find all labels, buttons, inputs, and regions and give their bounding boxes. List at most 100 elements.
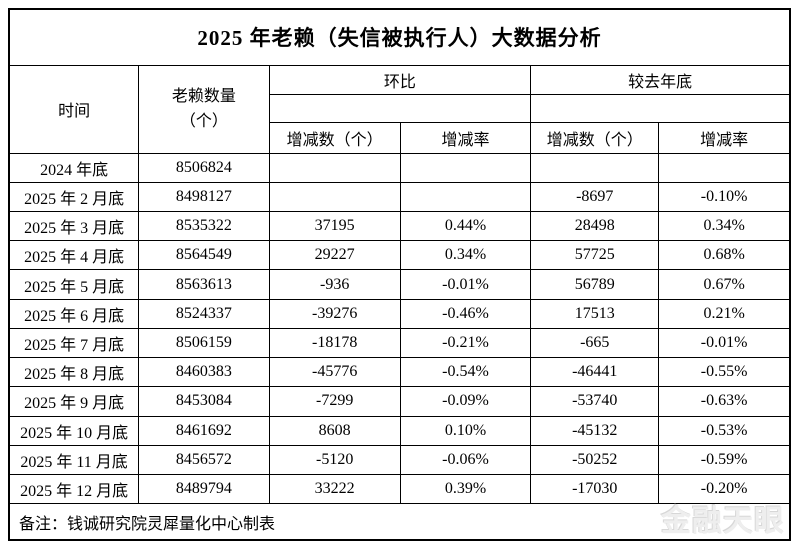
cell-ytd-change: 56789 <box>530 269 660 300</box>
cell-ytd-rate: -0.20% <box>658 473 791 505</box>
cell-ytd-change: 28498 <box>530 210 660 242</box>
data-table-figure: 2025 年老赖（失信被执行人）大数据分析 时间 老赖数量 （个） 环比 较去年… <box>8 8 791 541</box>
cell-ytd-change: 57725 <box>530 240 660 271</box>
cell-time: 2025 年 10 月底 <box>8 415 140 446</box>
cell-mom-rate: -0.06% <box>399 444 532 475</box>
cell-ytd-rate: 0.67% <box>658 269 791 300</box>
cell-count: 8564549 <box>138 240 270 271</box>
table-row: 2025 年 12 月底 8489794 33222 0.39% -17030 … <box>8 473 791 505</box>
cell-time: 2025 年 2 月底 <box>8 181 140 213</box>
header-time: 时间 <box>8 64 140 154</box>
cell-ytd-change: -45132 <box>530 415 660 446</box>
cell-ytd-change: -46441 <box>530 357 660 388</box>
analysis-table: 2025 年老赖（失信被执行人）大数据分析 时间 老赖数量 （个） 环比 较去年… <box>8 8 791 541</box>
cell-ytd-rate: -0.59% <box>658 444 791 475</box>
cell-mom-rate: 0.10% <box>399 415 532 446</box>
cell-mom-change: 29227 <box>268 240 401 271</box>
cell-time: 2025 年 5 月底 <box>8 269 140 300</box>
table-row: 2025 年 11 月底 8456572 -5120 -0.06% -50252… <box>8 444 791 475</box>
cell-mom-rate: -0.21% <box>399 327 532 359</box>
header-count: 老赖数量 （个） <box>138 64 270 154</box>
cell-ytd-change: -50252 <box>530 444 660 475</box>
cell-mom-change: 33222 <box>268 473 401 505</box>
cell-time: 2025 年 8 月底 <box>8 357 140 388</box>
cell-time: 2025 年 3 月底 <box>8 210 140 242</box>
cell-ytd-change: -17030 <box>530 473 660 505</box>
cell-mom-change: -45776 <box>268 357 401 388</box>
cell-ytd-change: 17513 <box>530 298 660 329</box>
cell-mom-rate: -0.01% <box>399 269 532 300</box>
cell-ytd-change <box>530 152 660 183</box>
cell-mom-change <box>268 152 401 183</box>
cell-time: 2025 年 4 月底 <box>8 240 140 271</box>
cell-count: 8456572 <box>138 444 270 475</box>
cell-count: 8524337 <box>138 298 270 329</box>
cell-mom-change <box>268 181 401 213</box>
cell-mom-change: -39276 <box>268 298 401 329</box>
header-count-line2: （个） <box>179 113 228 131</box>
note-row: 备注：钱诚研究院灵犀量化中心制表 <box>8 503 791 541</box>
cell-mom-rate: -0.46% <box>399 298 532 329</box>
cell-time: 2025 年 11 月底 <box>8 444 140 475</box>
header-mom-rate: 增减率 <box>399 122 532 154</box>
cell-count: 8461692 <box>138 415 270 446</box>
table-row: 2025 年 4 月底 8564549 29227 0.34% 57725 0.… <box>8 240 791 271</box>
cell-count: 8453084 <box>138 386 270 417</box>
cell-mom-change: -936 <box>268 269 401 300</box>
cell-ytd-rate: -0.01% <box>658 327 791 359</box>
header-ytd-rate: 增减率 <box>658 122 791 154</box>
cell-count: 8489794 <box>138 473 270 505</box>
header-sub-row: 增减数（个） 增减率 增减数（个） 增减率 <box>9 122 791 154</box>
cell-count: 8498127 <box>138 181 270 213</box>
table-title: 2025 年老赖（失信被执行人）大数据分析 <box>8 8 791 66</box>
cell-time: 2025 年 7 月底 <box>8 327 140 359</box>
table-row: 2025 年 10 月底 8461692 8608 0.10% -45132 -… <box>8 415 791 446</box>
cell-mom-rate: 0.44% <box>399 210 532 242</box>
cell-ytd-change: -53740 <box>530 386 660 417</box>
table-row: 2025 年 2 月底 8498127 -8697 -0.10% <box>8 181 791 213</box>
table-row: 2024 年底 8506824 <box>8 152 791 183</box>
cell-mom-change: -7299 <box>268 386 401 417</box>
table-row: 2025 年 5 月底 8563613 -936 -0.01% 56789 0.… <box>8 269 791 300</box>
cell-ytd-rate: -0.63% <box>658 386 791 417</box>
cell-ytd-change: -8697 <box>530 181 660 213</box>
cell-time: 2025 年 6 月底 <box>8 298 140 329</box>
cell-ytd-rate: -0.10% <box>658 181 791 213</box>
table-note: 备注：钱诚研究院灵犀量化中心制表 <box>8 503 791 541</box>
cell-time: 2024 年底 <box>8 152 140 183</box>
cell-ytd-rate: 0.34% <box>658 210 791 242</box>
cell-mom-rate: -0.09% <box>399 386 532 417</box>
cell-ytd-rate <box>658 152 791 183</box>
cell-ytd-rate: -0.55% <box>658 357 791 388</box>
header-count-line1: 老赖数量 <box>171 88 236 106</box>
cell-count: 8506824 <box>138 152 270 183</box>
header-spacer-cell-mom <box>268 94 532 124</box>
cell-time: 2025 年 9 月底 <box>8 386 140 417</box>
cell-mom-change: -5120 <box>268 444 401 475</box>
header-spacer-cell-ytd <box>530 94 791 124</box>
cell-mom-rate <box>399 181 532 213</box>
cell-mom-change: -18178 <box>268 327 401 359</box>
cell-time: 2025 年 12 月底 <box>8 473 140 505</box>
cell-count: 8563613 <box>138 269 270 300</box>
cell-mom-change: 37195 <box>268 210 401 242</box>
header-group-ytd: 较去年底 <box>530 64 791 96</box>
cell-ytd-rate: 0.68% <box>658 240 791 271</box>
cell-mom-rate <box>399 152 532 183</box>
table-row: 2025 年 9 月底 8453084 -7299 -0.09% -53740 … <box>8 386 791 417</box>
cell-count: 8460383 <box>138 357 270 388</box>
header-ytd-change: 增减数（个） <box>530 122 660 154</box>
cell-count: 8535322 <box>138 210 270 242</box>
header-group-row: 时间 老赖数量 （个） 环比 较去年底 <box>8 64 791 154</box>
cell-ytd-change: -665 <box>530 327 660 359</box>
header-group-mom: 环比 <box>268 64 532 96</box>
cell-mom-change: 8608 <box>268 415 401 446</box>
table-row: 2025 年 3 月底 8535322 37195 0.44% 28498 0.… <box>8 210 791 242</box>
cell-ytd-rate: -0.53% <box>658 415 791 446</box>
table-row: 2025 年 8 月底 8460383 -45776 -0.54% -46441… <box>8 357 791 388</box>
title-row: 2025 年老赖（失信被执行人）大数据分析 <box>8 8 791 66</box>
table-row: 2025 年 7 月底 8506159 -18178 -0.21% -665 -… <box>8 327 791 359</box>
cell-mom-rate: 0.39% <box>399 473 532 505</box>
table-row: 2025 年 6 月底 8524337 -39276 -0.46% 17513 … <box>8 298 791 329</box>
cell-count: 8506159 <box>138 327 270 359</box>
